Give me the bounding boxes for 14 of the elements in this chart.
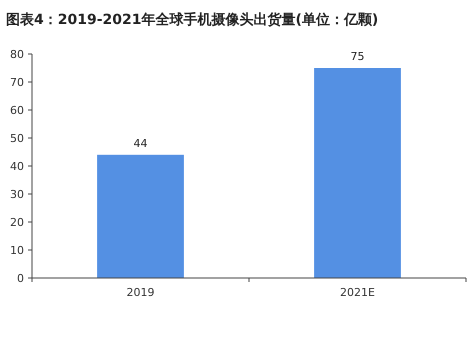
y-tick-label: 60 bbox=[10, 104, 24, 117]
y-tick-label: 40 bbox=[10, 160, 24, 173]
y-tick-label: 50 bbox=[10, 132, 24, 145]
data-label: 44 bbox=[134, 136, 148, 150]
x-tick-label: 2021E bbox=[340, 286, 376, 299]
data-label: 75 bbox=[350, 50, 364, 63]
x-tick-label: 2019 bbox=[126, 286, 154, 299]
chart-title: 图表4：2019-2021年全球手机摄像头出货量(单位：亿颗) bbox=[6, 11, 378, 28]
y-tick-label: 0 bbox=[17, 272, 24, 285]
y-tick-label: 20 bbox=[10, 216, 24, 229]
y-tick-label: 30 bbox=[10, 188, 24, 201]
y-tick-label: 10 bbox=[10, 244, 24, 257]
y-tick-label: 70 bbox=[10, 76, 24, 89]
y-tick-label: 80 bbox=[10, 48, 24, 61]
